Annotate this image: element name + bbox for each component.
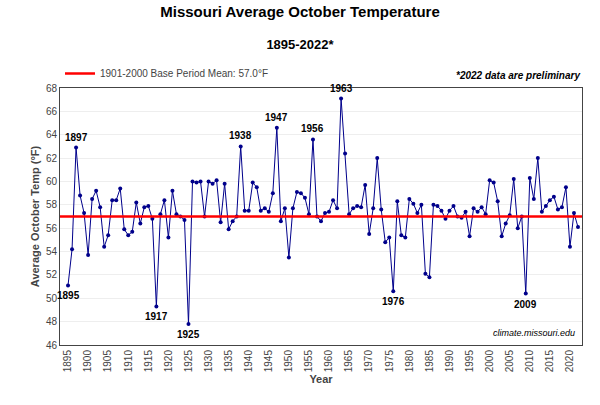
svg-text:*2022 data are preliminary: *2022 data are preliminary [456,70,580,81]
svg-text:1910: 1910 [123,350,134,373]
svg-text:1965: 1965 [343,350,354,373]
svg-text:1945: 1945 [263,350,274,373]
svg-text:1950: 1950 [283,350,294,373]
svg-text:1895: 1895 [62,350,73,373]
svg-text:2000: 2000 [484,350,495,373]
svg-text:1900: 1900 [82,350,93,373]
svg-text:46: 46 [46,340,58,351]
svg-text:1895-2022*: 1895-2022* [266,37,334,52]
svg-text:58: 58 [46,199,58,210]
svg-text:1976: 1976 [382,296,405,307]
svg-text:1901-2000 Base Period Mean: 57: 1901-2000 Base Period Mean: 57.0°F [100,68,268,79]
svg-text:1980: 1980 [404,350,415,373]
svg-text:1940: 1940 [243,350,254,373]
svg-text:66: 66 [46,106,58,117]
svg-text:climate.missouri.edu: climate.missouri.edu [493,328,575,338]
svg-text:2020: 2020 [564,350,575,373]
svg-text:56: 56 [46,223,58,234]
svg-text:68: 68 [46,83,58,94]
svg-text:1995: 1995 [464,350,475,373]
svg-text:Average October Temp (°F): Average October Temp (°F) [29,146,41,288]
svg-text:1935: 1935 [223,350,234,373]
svg-text:Missouri Average October Tempe: Missouri Average October Temperature [160,3,440,20]
svg-text:1917: 1917 [145,311,168,322]
svg-text:1925: 1925 [183,350,194,373]
svg-text:1925: 1925 [177,329,200,340]
svg-text:1915: 1915 [143,350,154,373]
svg-text:2005: 2005 [504,350,515,373]
svg-text:1990: 1990 [444,350,455,373]
svg-text:Year: Year [309,373,333,385]
svg-text:2009: 2009 [514,299,537,310]
svg-text:62: 62 [46,153,58,164]
svg-text:60: 60 [46,176,58,187]
svg-text:1975: 1975 [384,350,395,373]
svg-text:52: 52 [46,269,58,280]
svg-text:1897: 1897 [65,132,88,143]
svg-text:54: 54 [46,246,58,257]
svg-text:1895: 1895 [57,290,80,301]
svg-text:2010: 2010 [524,350,535,373]
svg-text:2015: 2015 [544,350,555,373]
svg-text:1955: 1955 [303,350,314,373]
svg-text:1963: 1963 [330,83,353,94]
svg-text:1956: 1956 [301,123,324,134]
svg-text:50: 50 [46,293,58,304]
svg-text:1985: 1985 [424,350,435,373]
svg-text:1970: 1970 [363,350,374,373]
svg-text:48: 48 [46,316,58,327]
svg-text:1960: 1960 [323,350,334,373]
svg-text:1905: 1905 [102,350,113,373]
svg-text:1920: 1920 [163,350,174,373]
svg-text:1947: 1947 [265,112,288,123]
svg-text:1930: 1930 [203,350,214,373]
svg-text:64: 64 [46,129,58,140]
svg-text:1938: 1938 [229,130,252,141]
